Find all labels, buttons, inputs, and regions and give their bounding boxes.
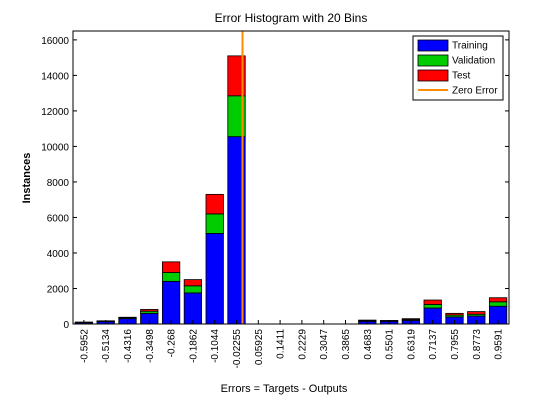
y-tick-label: 10000 [41, 142, 69, 153]
bar-training-5 [183, 292, 203, 325]
y-tick-label: 2000 [47, 284, 70, 295]
y-tick-label: 6000 [47, 213, 70, 224]
legend-swatch-validation [417, 54, 449, 67]
y-tick-label: 8000 [47, 178, 70, 189]
x-tick-label: 0.5501 [385, 329, 396, 360]
x-tick-label: 0.6319 [406, 329, 417, 360]
bar-test-17 [445, 312, 464, 316]
bar-training-4 [161, 280, 181, 325]
plot-frame [72, 30, 510, 325]
bar-validation-16 [423, 304, 442, 309]
x-tick-label: 0.9591 [494, 329, 505, 360]
y-tick-label: 14000 [41, 71, 69, 82]
x-tick-label: 0.7137 [428, 329, 439, 360]
x-tick-label: 0.8773 [472, 329, 483, 360]
bar-validation-6 [205, 213, 224, 234]
bar-test-3 [140, 309, 159, 312]
chart-title: Error Histogram with 20 Bins [215, 11, 368, 25]
y-tick-label: 0 [63, 320, 69, 331]
y-tick-label: 16000 [41, 36, 69, 47]
bar-training-6 [205, 233, 224, 325]
bar-test-18 [467, 311, 486, 315]
legend-swatch-test [417, 69, 449, 82]
x-tick-label: -0.5134 [101, 329, 112, 363]
legend-label-test: Test [452, 71, 471, 82]
bar-test-7 [227, 55, 246, 97]
x-tick-label: -0.5952 [79, 329, 90, 363]
bars [74, 55, 508, 325]
x-tick-label: 0.3047 [319, 329, 330, 360]
bar-test-19 [488, 297, 508, 303]
y-tick-label: 4000 [47, 249, 70, 260]
x-tick-label: 0.7955 [450, 329, 461, 360]
y-axis-label: Instances [21, 153, 33, 204]
x-tick-label: 0.2229 [297, 329, 308, 360]
x-tick-label: -0.1862 [188, 329, 199, 363]
x-tick-label: -0.1044 [210, 329, 221, 363]
bar-test-15 [401, 318, 421, 320]
x-axis-label: Errors = Targets - Outputs [221, 383, 348, 395]
x-tick-label: -0.3498 [145, 329, 156, 363]
x-tick-label: 0.3865 [341, 329, 352, 360]
legend-label-zero-error: Zero Error [452, 86, 498, 97]
bar-test-5 [183, 279, 203, 287]
x-tick-label: 0.4683 [363, 329, 374, 360]
y-axis-ticks: 0 2000 4000 6000 8000 10000 12000 14000 16000 [41, 36, 509, 331]
x-tick-label: -0.268 [167, 329, 178, 358]
legend-label-training: Training [452, 41, 488, 52]
bar-test-16 [423, 299, 442, 305]
bar-validation-19 [488, 301, 508, 307]
x-tick-label: -0.4316 [123, 329, 134, 363]
bar-test-6 [205, 193, 224, 215]
y-tick-label: 12000 [41, 107, 69, 118]
legend: Training Validation Test Zero Error [412, 35, 504, 101]
x-tick-label: 0.05925 [254, 329, 265, 366]
legend-label-validation: Validation [452, 56, 495, 67]
x-tick-label: -0.02255 [232, 329, 243, 369]
bar-test-4 [161, 261, 181, 273]
x-axis-ticks: -0.5952 -0.5134 -0.4316 -0.3498 -0.268 -0.186… [79, 320, 505, 369]
bar-validation-5 [183, 285, 203, 294]
legend-swatch-training [417, 39, 449, 52]
bar-validation-4 [161, 272, 181, 282]
bar-test-2 [118, 316, 137, 319]
x-tick-label: 0.1411 [276, 329, 287, 359]
